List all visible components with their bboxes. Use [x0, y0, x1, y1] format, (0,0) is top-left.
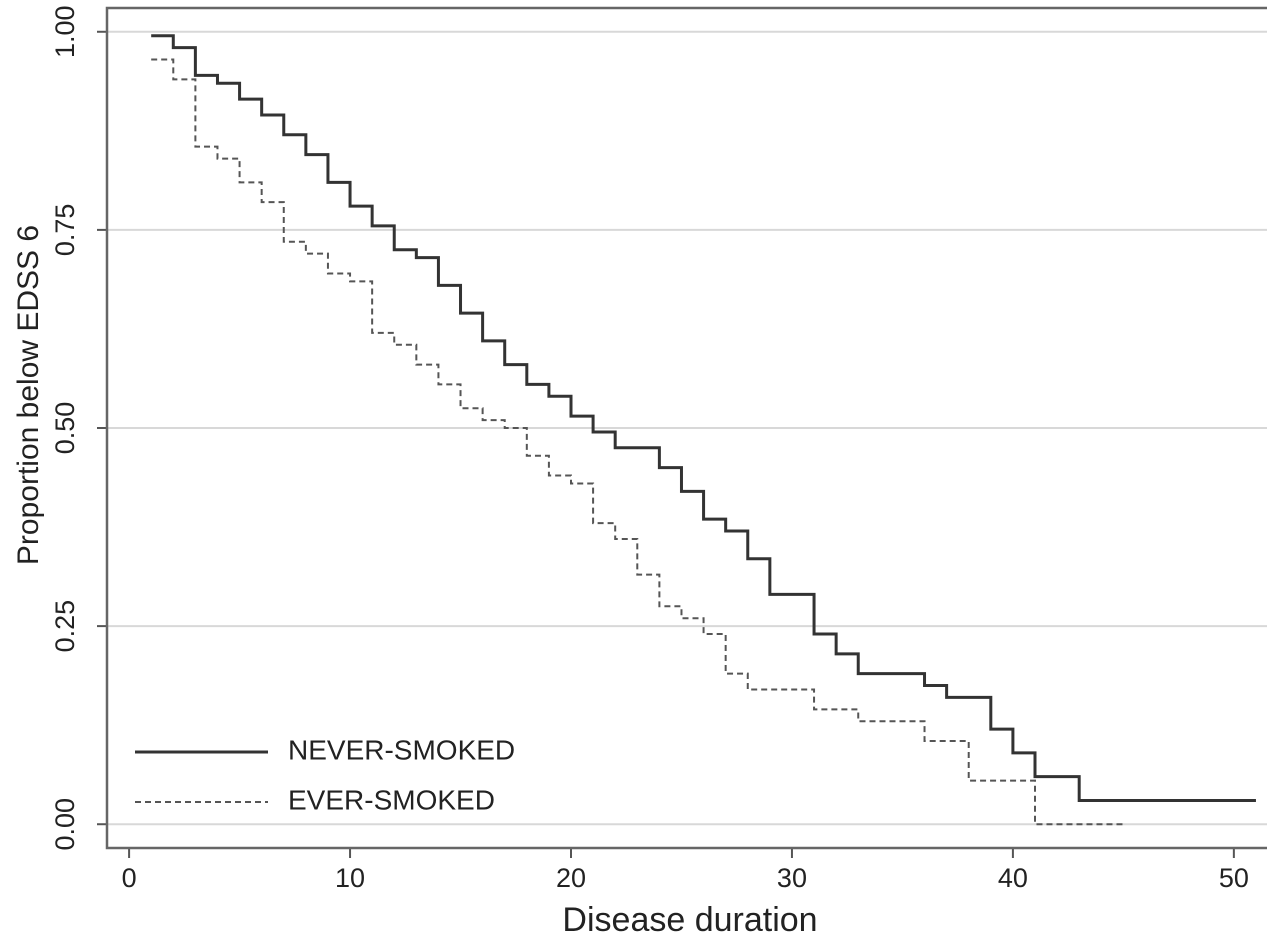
y-tick-label: 0.50 — [50, 402, 80, 455]
x-tick-label: 30 — [777, 863, 807, 893]
x-tick-label: 40 — [998, 863, 1028, 893]
y-tick-label: 1.00 — [50, 5, 80, 58]
x-tick-label: 0 — [122, 863, 137, 893]
x-axis-title: Disease duration — [562, 901, 817, 939]
legend-label: EVER-SMOKED — [288, 784, 495, 815]
legend-label: NEVER-SMOKED — [288, 734, 515, 765]
x-tick-label: 50 — [1219, 863, 1249, 893]
y-tick-label: 0.75 — [50, 204, 80, 257]
y-axis-title: Proportion below EDSS 6 — [12, 225, 45, 565]
plot-frame — [105, 6, 1267, 850]
y-tick-label: 0.00 — [50, 798, 80, 851]
x-tick-label: 20 — [556, 863, 586, 893]
survival-line — [151, 34, 1256, 802]
survival-line — [151, 58, 1124, 826]
x-tick-label: 10 — [335, 863, 365, 893]
y-tick-label: 0.25 — [50, 600, 80, 653]
